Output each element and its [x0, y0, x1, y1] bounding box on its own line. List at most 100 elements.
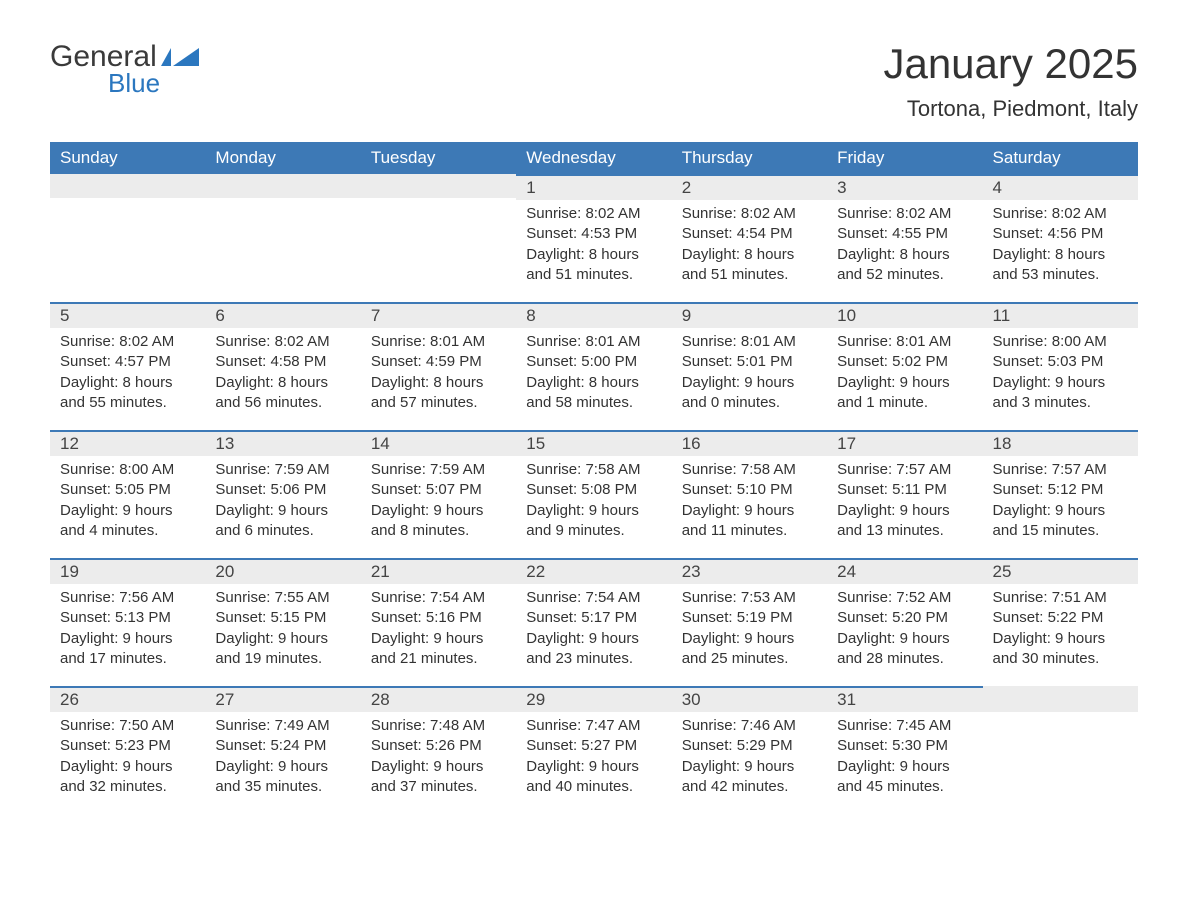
calendar-day-cell: 16Sunrise: 7:58 AMSunset: 5:10 PMDayligh… — [672, 430, 827, 558]
day-body: Sunrise: 7:57 AMSunset: 5:11 PMDaylight:… — [827, 456, 982, 549]
calendar-day-cell: 29 Sunrise: 7:47 AMSunset: 5:27 PMDayligh… — [516, 686, 671, 814]
sunrise-text: Sunrise: 7:59 AM — [371, 460, 506, 480]
day-body: Sunrise: 8:02 AMSunset: 4:56 PMDaylight:… — [983, 200, 1138, 293]
day-body: Sunrise: 7:45 AMSunset: 5:30 PMDaylight:… — [827, 712, 982, 805]
sunset-text: Sunset: 5:10 PM — [682, 480, 817, 500]
calendar-day-cell: 11Sunrise: 8:00 AMSunset: 5:03 PMDayligh… — [983, 302, 1138, 430]
sunrise-text: Sunrise: 7:56 AM — [60, 588, 195, 608]
sunrise-text: Sunrise: 7:55 AM — [215, 588, 350, 608]
page-header: General Blue January 2025 Tortona, Piedm… — [50, 40, 1138, 122]
location-subtitle: Tortona, Piedmont, Italy — [883, 96, 1138, 122]
calendar-day-cell: 4Sunrise: 8:02 AMSunset: 4:56 PMDaylight… — [983, 174, 1138, 302]
sunrise-text: Sunrise: 7:54 AM — [526, 588, 661, 608]
day-number: 2 — [672, 174, 827, 200]
calendar-day-cell — [361, 174, 516, 302]
daylight-text: Daylight: 9 hours and 40 minutes. — [526, 757, 661, 798]
calendar-day-cell: 14Sunrise: 7:59 AMSunset: 5:07 PMDayligh… — [361, 430, 516, 558]
day-number-empty — [983, 686, 1138, 712]
day-body: Sunrise: 8:01 AMSunset: 5:01 PMDaylight:… — [672, 328, 827, 421]
daylight-text: Daylight: 8 hours and 51 minutes. — [526, 245, 661, 286]
day-number: 20 — [205, 558, 360, 584]
weekday-header: Wednesday — [516, 142, 671, 174]
sunrise-text: Sunrise: 7:57 AM — [993, 460, 1128, 480]
sunset-text: Sunset: 5:23 PM — [60, 736, 195, 756]
sunrise-text: Sunrise: 7:53 AM — [682, 588, 817, 608]
day-body: Sunrise: 7:54 AMSunset: 5:17 PMDaylight:… — [516, 584, 671, 677]
calendar-day-cell: 31Sunrise: 7:45 AMSunset: 5:30 PMDayligh… — [827, 686, 982, 814]
sunset-text: Sunset: 5:06 PM — [215, 480, 350, 500]
day-body: Sunrise: 7:46 AMSunset: 5:29 PMDaylight:… — [672, 712, 827, 805]
day-number: 1 — [516, 174, 671, 200]
sunset-text: Sunset: 4:54 PM — [682, 224, 817, 244]
daylight-text: Daylight: 9 hours and 25 minutes. — [682, 629, 817, 670]
day-number: 6 — [205, 302, 360, 328]
calendar-day-cell: 20Sunrise: 7:55 AMSunset: 5:15 PMDayligh… — [205, 558, 360, 686]
calendar-day-cell: 24Sunrise: 7:52 AMSunset: 5:20 PMDayligh… — [827, 558, 982, 686]
calendar-day-cell: 15Sunrise: 7:58 AMSunset: 5:08 PMDayligh… — [516, 430, 671, 558]
sunrise-text: Sunrise: 8:02 AM — [526, 204, 661, 224]
sunset-text: Sunset: 5:13 PM — [60, 608, 195, 628]
sunset-text: Sunset: 5:08 PM — [526, 480, 661, 500]
sunrise-text: Sunrise: 7:47 AM — [526, 716, 661, 736]
calendar-day-cell: 26Sunrise: 7:50 AMSunset: 5:23 PMDayligh… — [50, 686, 205, 814]
day-number: 28 — [361, 686, 516, 712]
calendar-day-cell: 5Sunrise: 8:02 AMSunset: 4:57 PMDaylight… — [50, 302, 205, 430]
daylight-text: Daylight: 9 hours and 19 minutes. — [215, 629, 350, 670]
day-body: Sunrise: 7:59 AMSunset: 5:07 PMDaylight:… — [361, 456, 516, 549]
sunset-text: Sunset: 5:27 PM — [526, 736, 661, 756]
day-number-empty — [205, 174, 360, 198]
day-body: Sunrise: 8:02 AMSunset: 4:53 PMDaylight:… — [516, 200, 671, 293]
calendar-table: Sunday Monday Tuesday Wednesday Thursday… — [50, 142, 1138, 814]
calendar-day-cell: 7Sunrise: 8:01 AMSunset: 4:59 PMDaylight… — [361, 302, 516, 430]
day-body: Sunrise: 7:56 AMSunset: 5:13 PMDaylight:… — [50, 584, 205, 677]
day-body: Sunrise: 8:02 AMSunset: 4:58 PMDaylight:… — [205, 328, 360, 421]
calendar-day-cell: 17Sunrise: 7:57 AMSunset: 5:11 PMDayligh… — [827, 430, 982, 558]
day-number: 11 — [983, 302, 1138, 328]
day-number: 9 — [672, 302, 827, 328]
day-number: 18 — [983, 430, 1138, 456]
sunset-text: Sunset: 5:29 PM — [682, 736, 817, 756]
calendar-week-row: 26Sunrise: 7:50 AMSunset: 5:23 PMDayligh… — [50, 686, 1138, 814]
calendar-day-cell: 6Sunrise: 8:02 AMSunset: 4:58 PMDaylight… — [205, 302, 360, 430]
sunset-text: Sunset: 5:05 PM — [60, 480, 195, 500]
brand-flag-icon — [161, 44, 199, 71]
sunrise-text: Sunrise: 7:49 AM — [215, 716, 350, 736]
day-body: Sunrise: 7:58 AMSunset: 5:08 PMDaylight:… — [516, 456, 671, 549]
sunrise-text: Sunrise: 7:51 AM — [993, 588, 1128, 608]
sunset-text: Sunset: 5:03 PM — [993, 352, 1128, 372]
calendar-week-row: 12Sunrise: 8:00 AMSunset: 5:05 PMDayligh… — [50, 430, 1138, 558]
title-block: January 2025 Tortona, Piedmont, Italy — [883, 40, 1138, 122]
sunset-text: Sunset: 5:26 PM — [371, 736, 506, 756]
calendar-body: 1Sunrise: 8:02 AMSunset: 4:53 PMDaylight… — [50, 174, 1138, 814]
day-body: Sunrise: 7:48 AMSunset: 5:26 PMDaylight:… — [361, 712, 516, 805]
sunrise-text: Sunrise: 8:02 AM — [60, 332, 195, 352]
calendar-day-cell: 21Sunrise: 7:54 AMSunset: 5:16 PMDayligh… — [361, 558, 516, 686]
weekday-header-row: Sunday Monday Tuesday Wednesday Thursday… — [50, 142, 1138, 174]
daylight-text: Daylight: 9 hours and 32 minutes. — [60, 757, 195, 798]
weekday-header: Saturday — [983, 142, 1138, 174]
sunrise-text: Sunrise: 8:00 AM — [60, 460, 195, 480]
day-number: 29 — [516, 686, 671, 712]
calendar-day-cell: 18Sunrise: 7:57 AMSunset: 5:12 PMDayligh… — [983, 430, 1138, 558]
day-body: Sunrise: 7:50 AMSunset: 5:23 PMDaylight:… — [50, 712, 205, 805]
sunset-text: Sunset: 4:56 PM — [993, 224, 1128, 244]
weekday-header: Tuesday — [361, 142, 516, 174]
day-body: Sunrise: 8:01 AMSunset: 4:59 PMDaylight:… — [361, 328, 516, 421]
calendar-day-cell: 27Sunrise: 7:49 AMSunset: 5:24 PMDayligh… — [205, 686, 360, 814]
daylight-text: Daylight: 9 hours and 4 minutes. — [60, 501, 195, 542]
sunset-text: Sunset: 5:00 PM — [526, 352, 661, 372]
sunrise-text: Sunrise: 8:01 AM — [526, 332, 661, 352]
day-number-empty — [361, 174, 516, 198]
day-number: 23 — [672, 558, 827, 584]
daylight-text: Daylight: 8 hours and 55 minutes. — [60, 373, 195, 414]
day-body: Sunrise: 7:57 AMSunset: 5:12 PMDaylight:… — [983, 456, 1138, 549]
daylight-text: Daylight: 8 hours and 57 minutes. — [371, 373, 506, 414]
daylight-text: Daylight: 9 hours and 17 minutes. — [60, 629, 195, 670]
day-number-empty — [50, 174, 205, 198]
weekday-header: Monday — [205, 142, 360, 174]
day-body: Sunrise: 8:00 AMSunset: 5:03 PMDaylight:… — [983, 328, 1138, 421]
sunset-text: Sunset: 5:17 PM — [526, 608, 661, 628]
day-body: Sunrise: 8:02 AMSunset: 4:57 PMDaylight:… — [50, 328, 205, 421]
day-number: 16 — [672, 430, 827, 456]
sunset-text: Sunset: 4:55 PM — [837, 224, 972, 244]
